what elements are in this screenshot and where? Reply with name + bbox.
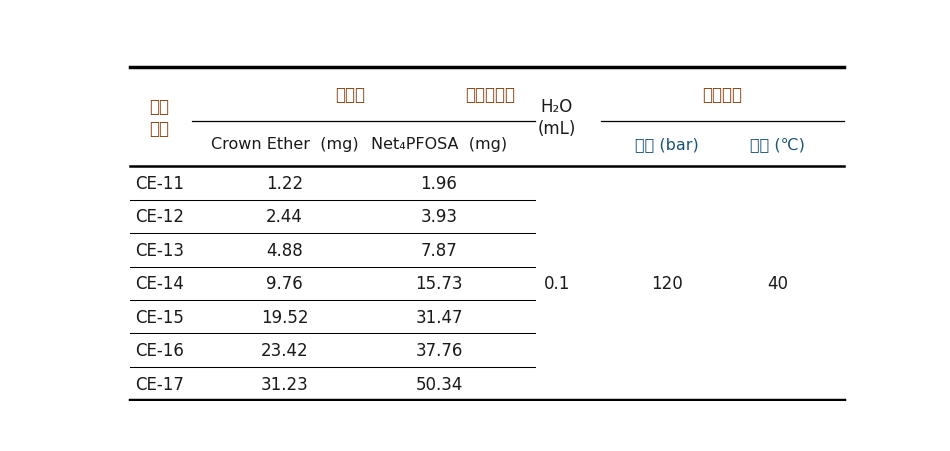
Text: 19.52: 19.52: [260, 308, 308, 326]
Text: CE-17: CE-17: [135, 375, 183, 393]
Text: 보조리간드: 보조리간드: [466, 86, 516, 104]
Text: H₂O
(mL): H₂O (mL): [538, 97, 576, 138]
Text: Crown Ether  (mg): Crown Ether (mg): [211, 137, 358, 152]
Text: CE-16: CE-16: [135, 341, 183, 359]
Text: 50.34: 50.34: [415, 375, 463, 393]
Text: 실험
번호: 실험 번호: [149, 97, 169, 138]
Text: 1.96: 1.96: [421, 175, 458, 193]
Text: 추출조건: 추출조건: [702, 86, 743, 104]
Text: 23.42: 23.42: [260, 341, 308, 359]
Text: CE-13: CE-13: [135, 241, 183, 259]
Text: 9.76: 9.76: [266, 275, 303, 293]
Text: 리간드: 리간드: [335, 86, 366, 104]
Text: Net₄PFOSA  (mg): Net₄PFOSA (mg): [370, 137, 507, 152]
Text: CE-11: CE-11: [135, 175, 183, 193]
Text: CE-15: CE-15: [135, 308, 183, 326]
Text: 15.73: 15.73: [415, 275, 463, 293]
Text: 7.87: 7.87: [421, 241, 457, 259]
Text: 31.47: 31.47: [415, 308, 463, 326]
Text: CE-12: CE-12: [135, 208, 183, 226]
Text: 40: 40: [768, 275, 788, 293]
Text: 1.22: 1.22: [266, 175, 303, 193]
Text: 120: 120: [652, 275, 683, 293]
Text: 압력 (bar): 압력 (bar): [636, 137, 699, 152]
Text: 31.23: 31.23: [260, 375, 309, 393]
Text: 37.76: 37.76: [415, 341, 463, 359]
Text: 온도 (℃): 온도 (℃): [750, 137, 806, 152]
Text: 0.1: 0.1: [543, 275, 570, 293]
Text: 3.93: 3.93: [421, 208, 458, 226]
Text: 2.44: 2.44: [266, 208, 303, 226]
Text: CE-14: CE-14: [135, 275, 183, 293]
Text: 4.88: 4.88: [266, 241, 303, 259]
